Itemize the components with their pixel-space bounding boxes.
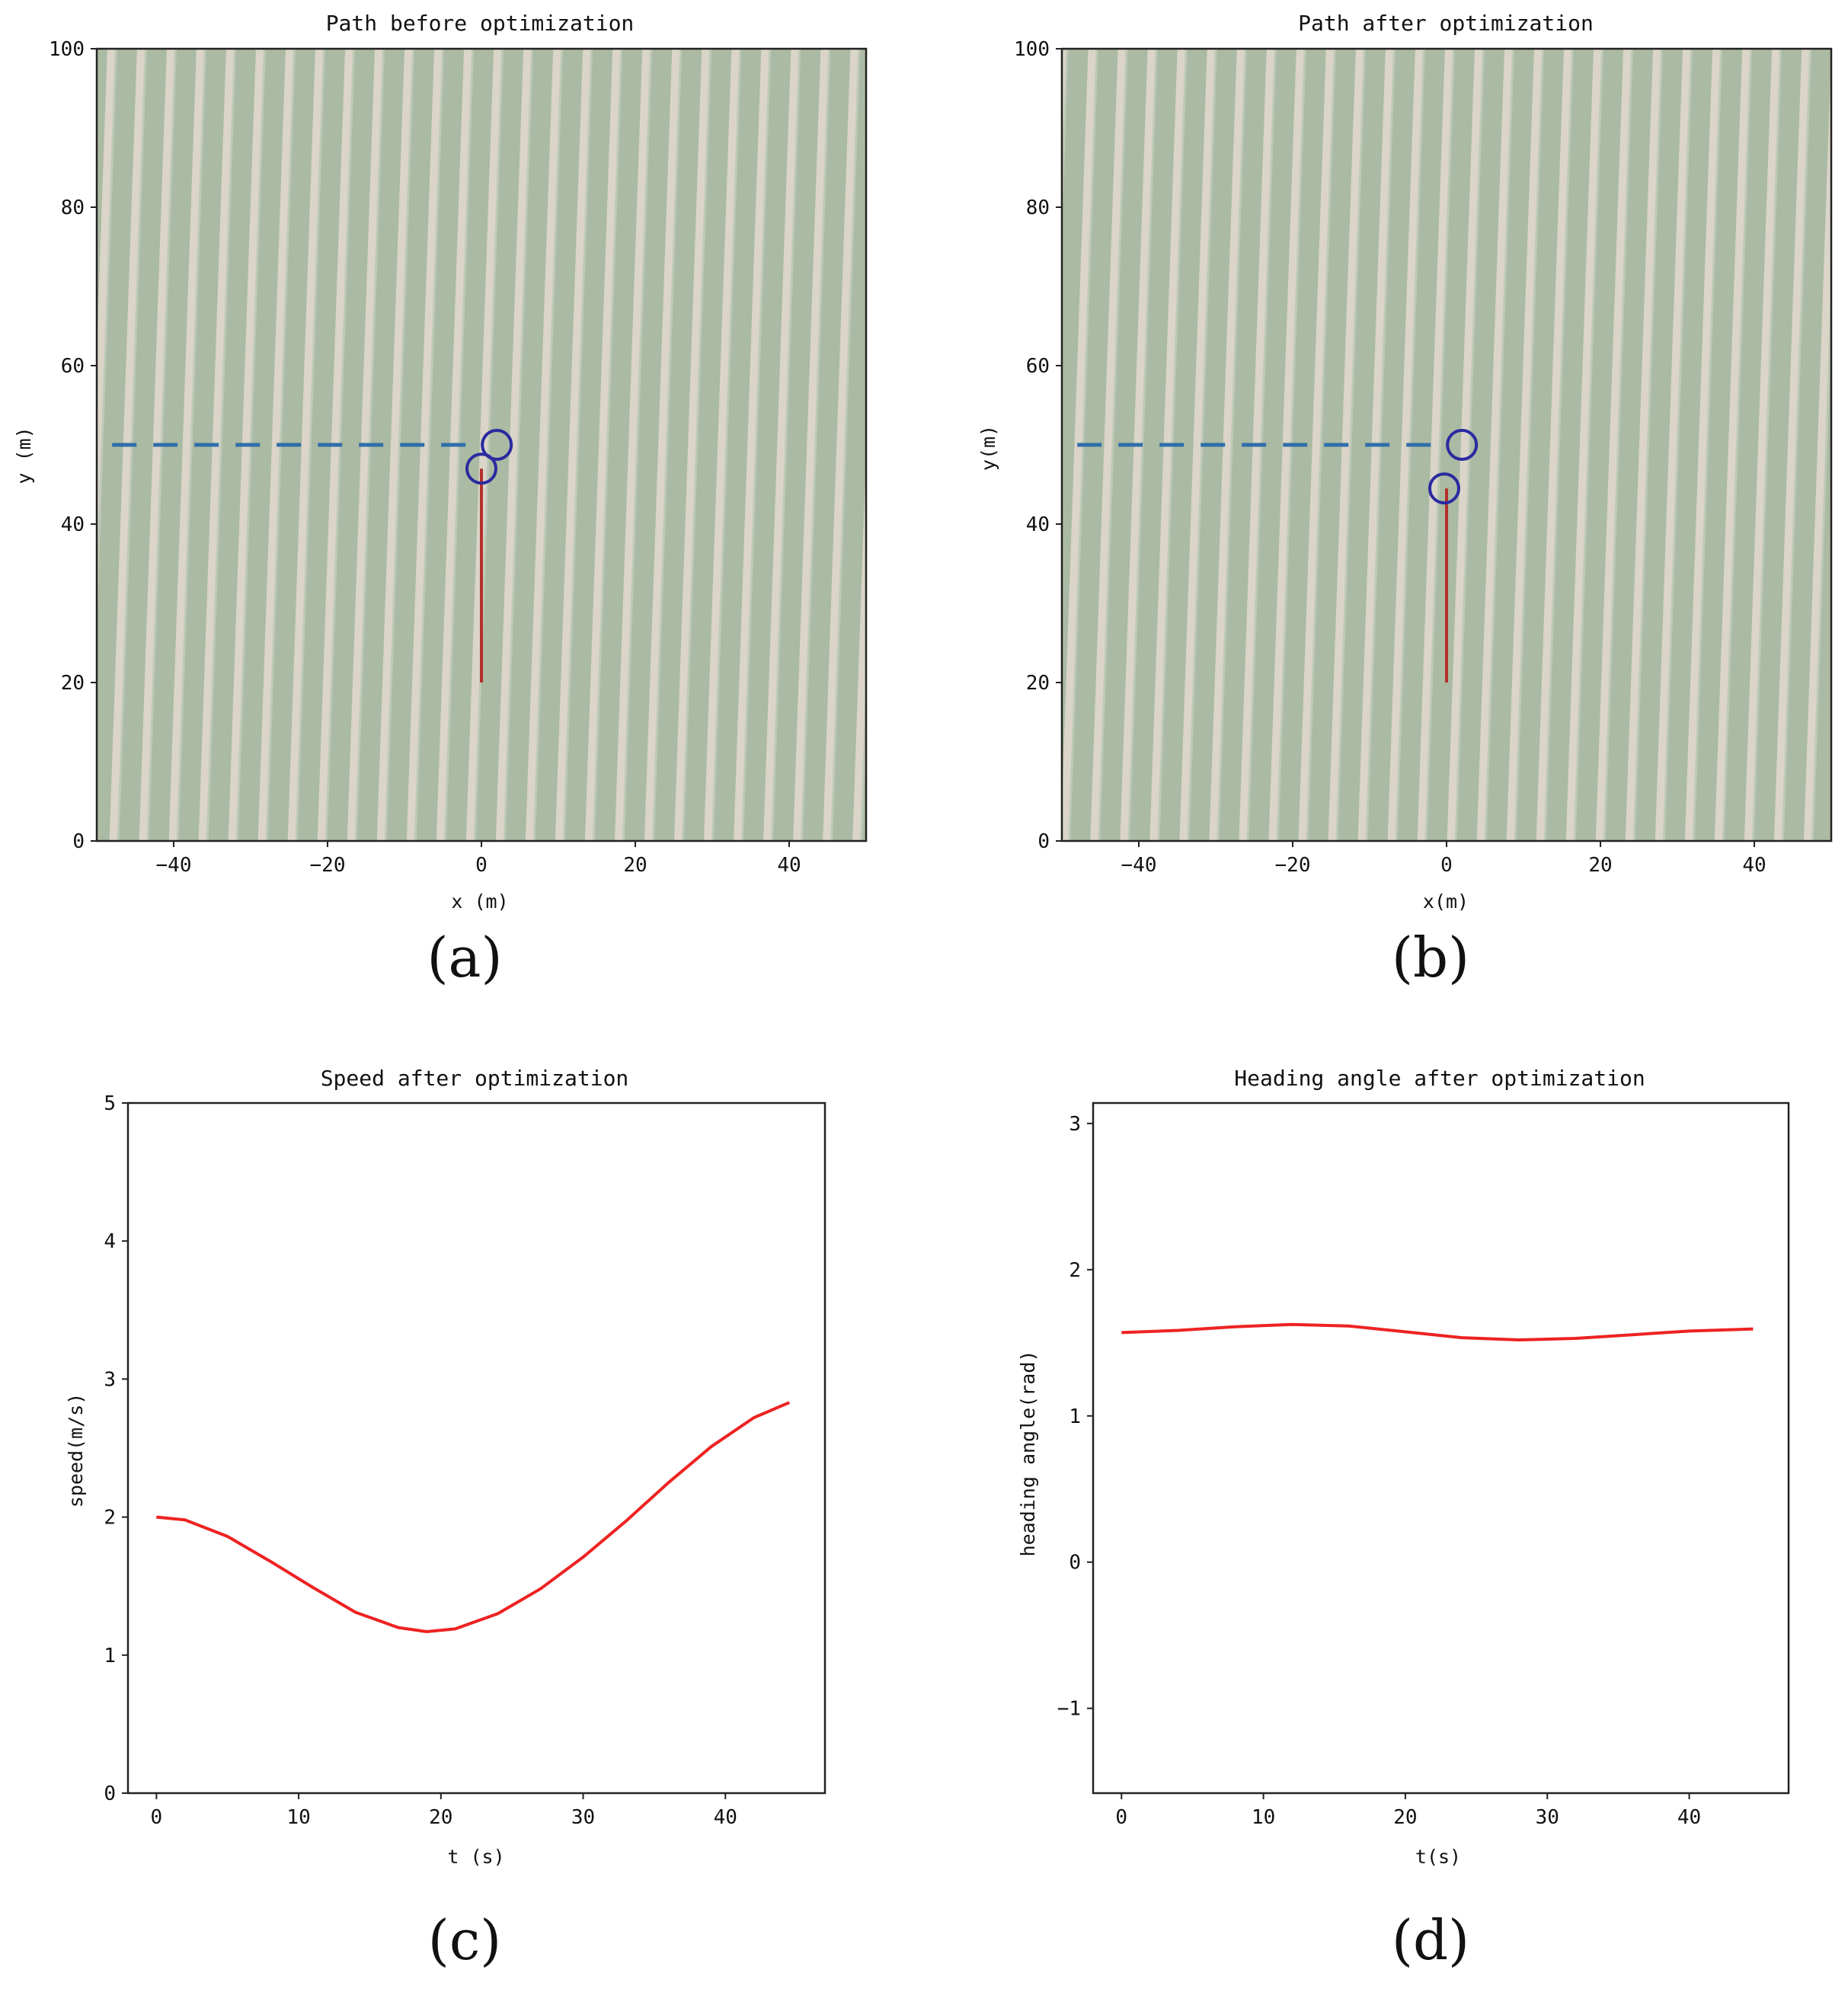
panel-b-ytick-label: 20 — [1026, 672, 1050, 695]
panel-c-xtick-label: 30 — [571, 1806, 595, 1829]
panel-b-ytick-label: 40 — [1026, 513, 1050, 536]
panel-c-xtick-label: 20 — [429, 1806, 452, 1829]
panel-b-ylabel: y(m) — [977, 425, 999, 471]
panel-b-xtick-label: 20 — [1588, 854, 1612, 877]
panel-a-marks — [112, 429, 513, 683]
panel-c-speed: Speed after optimization 0 10 20 30 40 0 1 2 3 4 5… — [65, 1066, 826, 1972]
panel-d-xtick-label: 30 — [1536, 1806, 1559, 1829]
panel-c-ylabel: speed(m/s) — [65, 1393, 87, 1508]
panel-a-xtick-label: −20 — [310, 854, 346, 877]
panel-b-ytick-label: 0 — [1038, 830, 1050, 853]
panel-d-xtick-label: 10 — [1252, 1806, 1275, 1829]
panel-d-heading: Heading angle after optimization 0 10 20 30… — [1017, 1066, 1790, 1972]
panel-c-title: Speed after optimization — [321, 1066, 629, 1091]
panel-c-ytick-label: 2 — [104, 1507, 116, 1530]
panel-b-xtick-label: 0 — [1440, 854, 1453, 877]
panel-a-xtick-label: 0 — [475, 854, 488, 877]
panel-c-frame — [126, 1101, 826, 1795]
panel-c-marks — [156, 1401, 791, 1633]
panel-d-ytick-label: 1 — [1069, 1405, 1081, 1428]
panel-c-xtick-label: 0 — [151, 1806, 163, 1829]
panel-d-xtick-label: 20 — [1393, 1806, 1417, 1829]
panel-c-ytick-label: 3 — [104, 1368, 116, 1391]
panel-a-xtick-label: 40 — [777, 854, 801, 877]
panel-d-ticks: 0 10 20 30 40 −1 0 1 2 3 — [1057, 1113, 1702, 1829]
panel-a-path-before: Path before optimization −40 −20 0 20 40 0 20 4… — [13, 11, 868, 990]
panel-a-label: (a) — [427, 926, 502, 990]
panel-c-label: (c) — [428, 1908, 502, 1972]
panel-d-title: Heading angle after optimization — [1234, 1066, 1645, 1091]
panel-a-ytick-label: 80 — [61, 197, 85, 219]
panel-d-marks — [1121, 1322, 1754, 1341]
panel-d-ytick-label: 3 — [1069, 1113, 1081, 1136]
panel-b-xtick-label: −20 — [1275, 854, 1311, 877]
panel-c-ticks: 0 10 20 30 40 0 1 2 3 4 5 — [104, 1092, 737, 1829]
panel-c-ytick-label: 0 — [104, 1782, 116, 1805]
panel-b-title: Path after optimization — [1298, 11, 1594, 36]
panel-d-ylabel: heading angle(rad) — [1017, 1351, 1039, 1557]
panel-a-target-marker — [481, 429, 513, 461]
panel-b-xtick-label: 40 — [1742, 854, 1766, 877]
panel-d-ytick-label: 2 — [1069, 1259, 1081, 1282]
panel-a-xtick-label: 20 — [623, 854, 647, 877]
panel-b-frame — [1060, 47, 1833, 842]
panel-c-ytick-label: 1 — [104, 1645, 116, 1667]
panel-c-xtick-label: 40 — [714, 1806, 737, 1829]
panel-c-ytick-label: 5 — [104, 1092, 116, 1115]
panel-b-xtick-label: −40 — [1121, 854, 1157, 877]
panel-d-xtick-label: 0 — [1115, 1806, 1127, 1829]
panel-a-ytick-label: 40 — [61, 513, 85, 536]
panel-c-xlabel: t (s) — [447, 1846, 504, 1868]
panel-d-frame — [1092, 1101, 1790, 1795]
panel-a-ytick-label: 100 — [49, 38, 85, 61]
panel-a-ytick-label: 0 — [72, 830, 85, 853]
panel-d-ytick-label: 0 — [1069, 1552, 1081, 1575]
panel-a-xtick-label: −40 — [156, 854, 192, 877]
panel-a-vehicle-marker — [465, 452, 497, 485]
panel-b-label: (b) — [1392, 926, 1469, 990]
panel-c-ytick-label: 4 — [104, 1230, 116, 1253]
panel-d-xtick-label: 40 — [1677, 1806, 1701, 1829]
panel-d-heading-angle-line — [1121, 1322, 1754, 1341]
panel-b-ticks: −40 −20 0 20 40 0 20 40 60 80 100 — [1014, 38, 1766, 877]
panel-a-ytick-label: 60 — [61, 355, 85, 378]
panel-a-frame — [95, 47, 868, 842]
panel-b-path-after: Path after optimization −40 −20 0 20 40 0 20 40… — [977, 11, 1833, 990]
panel-a-ytick-label: 20 — [61, 672, 85, 695]
panel-b-ytick-label: 100 — [1014, 38, 1050, 61]
panel-a-xlabel: x (m) — [451, 890, 508, 913]
panel-b-ytick-label: 80 — [1026, 197, 1050, 219]
panel-b-ytick-label: 60 — [1026, 355, 1050, 378]
panel-a-title: Path before optimization — [326, 11, 635, 36]
panel-b-vehicle-marker — [1428, 472, 1460, 505]
panel-d-ytick-label: −1 — [1057, 1698, 1081, 1721]
panel-b-xlabel: x(m) — [1423, 890, 1469, 913]
panel-c-speed-line — [156, 1401, 791, 1633]
panel-b-background-image — [1062, 49, 1831, 841]
panel-b-target-marker — [1446, 429, 1479, 461]
panel-b-marks — [1077, 429, 1479, 683]
panel-d-xlabel: t(s) — [1415, 1846, 1461, 1868]
panel-a-ticks: −40 −20 0 20 40 0 20 40 60 80 100 — [49, 38, 801, 877]
panel-c-xtick-label: 10 — [286, 1806, 310, 1829]
panel-d-label: (d) — [1392, 1908, 1469, 1972]
panel-a-ylabel: y (m) — [13, 427, 35, 484]
